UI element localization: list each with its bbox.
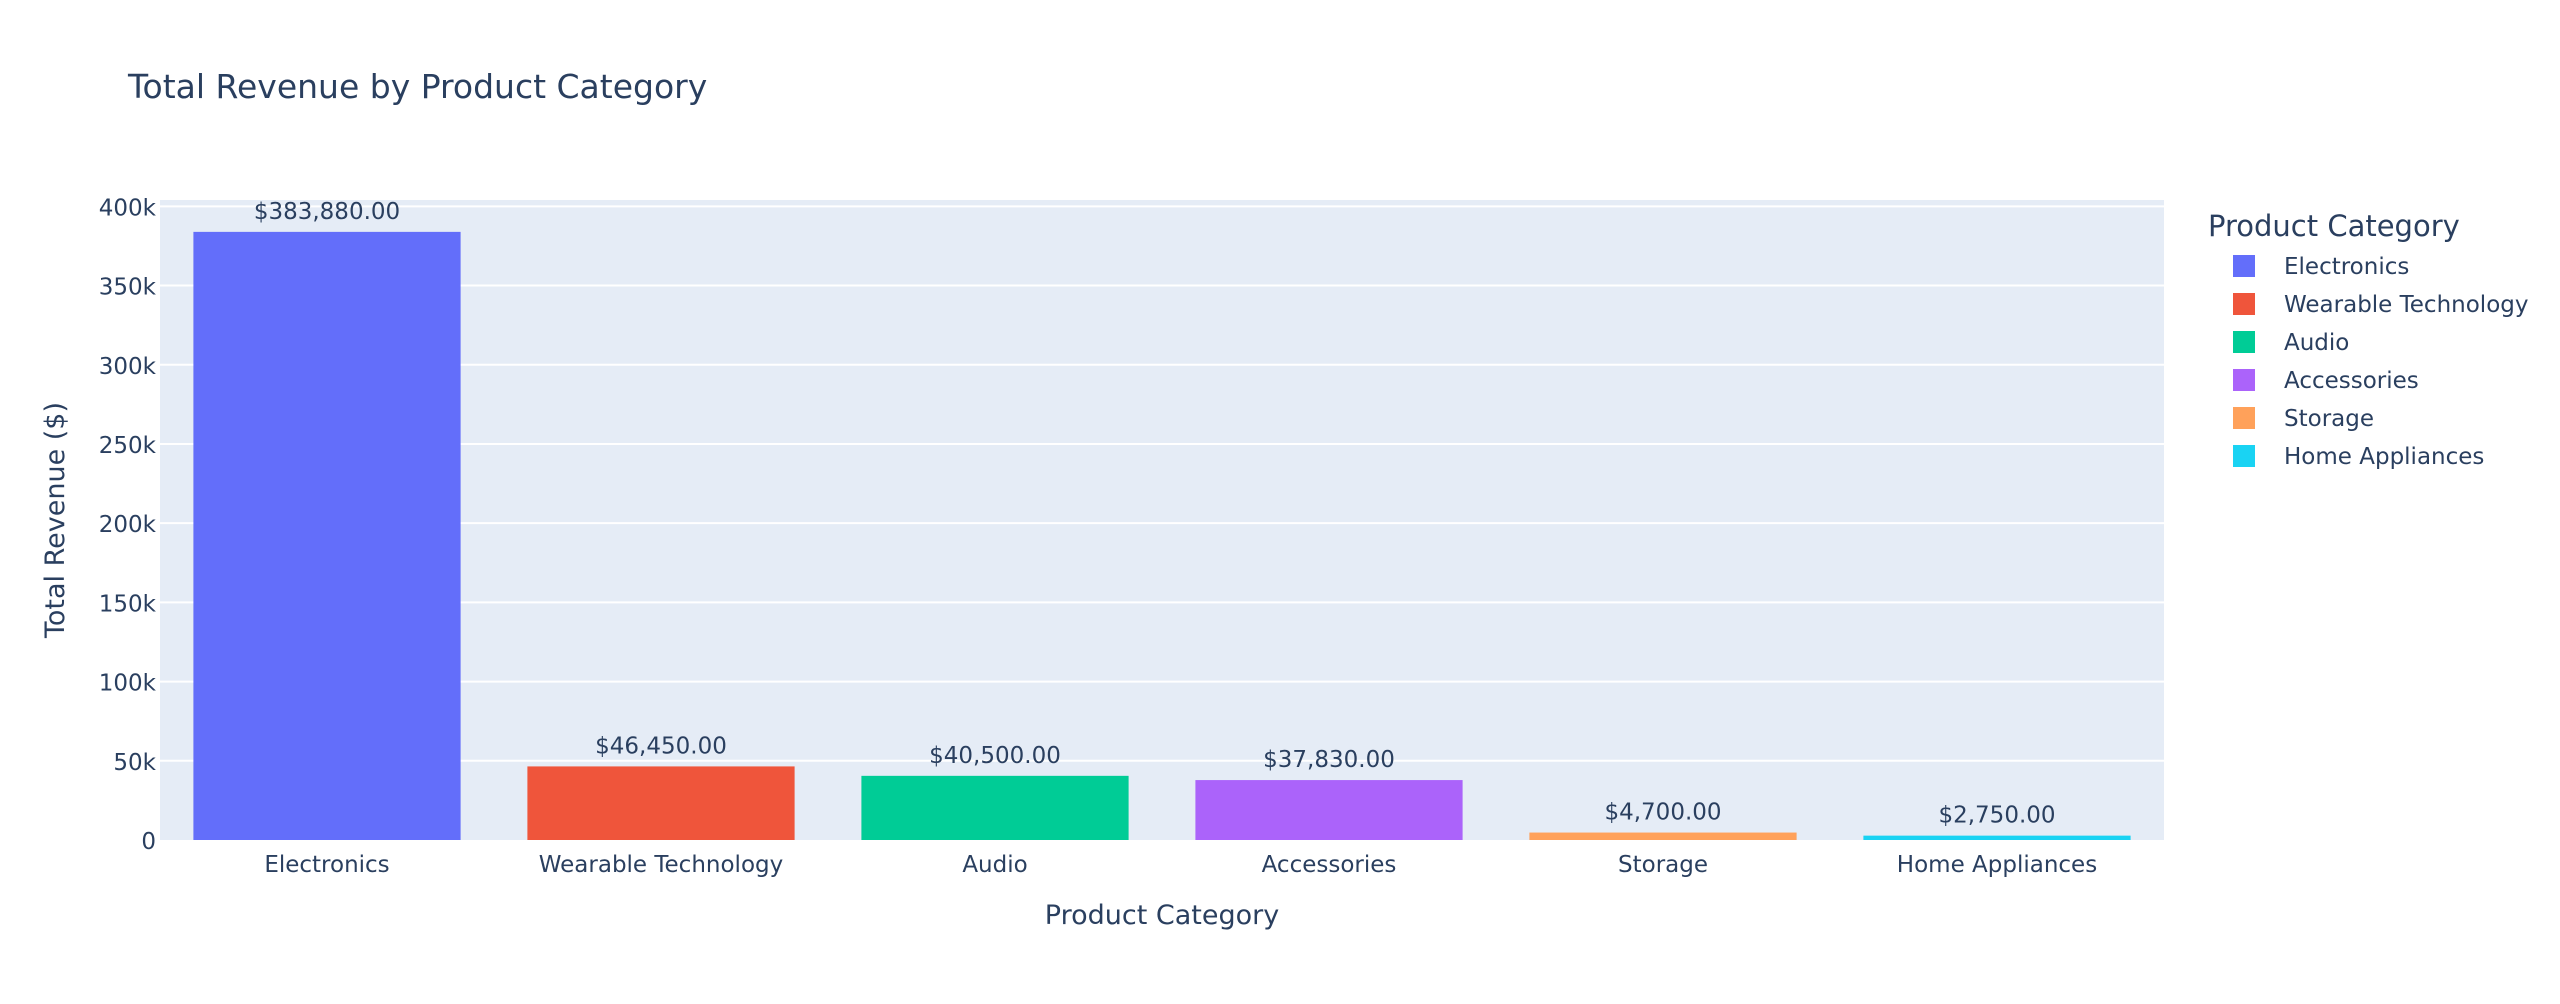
y-axis-ticks: 0 50k 100k 150k 200k 250k 300k 350k 400k	[99, 195, 157, 855]
legend-label: Home Appliances	[2284, 444, 2484, 470]
y-tick-label: 100k	[99, 671, 157, 697]
legend-swatch	[2233, 407, 2255, 429]
x-axis-title: Product Category	[1045, 900, 1279, 931]
bar-value-label: $37,830.00	[1263, 747, 1395, 773]
legend-swatch	[2233, 331, 2255, 353]
legend-swatch	[2233, 369, 2255, 391]
bar-value-label: $46,450.00	[595, 733, 727, 759]
bar-value-label: $2,750.00	[1938, 803, 2055, 829]
x-tick-label: Audio	[962, 852, 1027, 878]
bar	[1529, 832, 1797, 840]
x-axis-ticks: Electronics Wearable Technology Audio Acces…	[264, 852, 2097, 878]
legend-label: Audio	[2284, 330, 2349, 356]
legend-item[interactable]: Home Appliances	[2233, 444, 2484, 470]
x-tick-label: Wearable Technology	[539, 852, 783, 878]
legend: Product Category Electronics Wearable Tec…	[2208, 209, 2528, 470]
legend-label: Accessories	[2284, 368, 2419, 394]
legend-item[interactable]: Electronics	[2233, 254, 2409, 280]
bar	[527, 766, 795, 840]
bar-value-label: $40,500.00	[929, 743, 1061, 769]
legend-items: Electronics Wearable Technology Audio Acces…	[2233, 254, 2528, 470]
x-tick-label: Home Appliances	[1897, 852, 2097, 878]
bar	[1863, 835, 2131, 840]
y-axis-title: Total Revenue ($)	[40, 402, 71, 639]
y-tick-label: 0	[141, 829, 156, 855]
bar-value-label: $383,880.00	[254, 199, 400, 225]
bars	[193, 231, 2131, 840]
legend-item[interactable]: Wearable Technology	[2233, 292, 2528, 318]
bar	[1195, 780, 1463, 840]
legend-label: Wearable Technology	[2284, 292, 2528, 318]
legend-label: Electronics	[2284, 254, 2409, 280]
x-tick-label: Storage	[1618, 852, 1708, 878]
plot-background	[160, 200, 2164, 840]
legend-label: Storage	[2284, 406, 2374, 432]
y-tick-label: 50k	[113, 750, 156, 776]
y-tick-label: 200k	[99, 512, 157, 538]
legend-swatch	[2233, 445, 2255, 467]
legend-item[interactable]: Audio	[2233, 330, 2349, 356]
gridlines	[160, 205, 2164, 762]
legend-swatch	[2233, 293, 2255, 315]
chart-title: Total Revenue by Product Category	[127, 67, 707, 106]
bar	[193, 231, 461, 840]
bar-value-label: $4,700.00	[1604, 800, 1721, 826]
y-tick-label: 300k	[99, 354, 157, 380]
y-tick-label: 350k	[99, 275, 157, 301]
y-tick-label: 150k	[99, 591, 157, 617]
bar	[861, 775, 1129, 840]
legend-swatch	[2233, 255, 2255, 277]
legend-item[interactable]: Storage	[2233, 406, 2374, 432]
x-tick-label: Accessories	[1262, 852, 1397, 878]
legend-title: Product Category	[2208, 209, 2460, 243]
y-tick-label: 250k	[99, 433, 157, 459]
y-tick-label: 400k	[99, 195, 157, 221]
legend-item[interactable]: Accessories	[2233, 368, 2419, 394]
x-tick-label: Electronics	[264, 852, 389, 878]
data-labels: $383,880.00 $46,450.00 $40,500.00 $37,830.0…	[254, 199, 2056, 829]
